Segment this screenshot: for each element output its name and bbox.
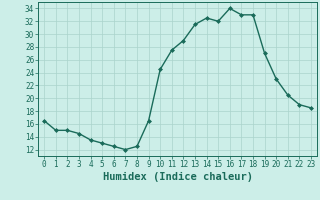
X-axis label: Humidex (Indice chaleur): Humidex (Indice chaleur): [103, 172, 252, 182]
